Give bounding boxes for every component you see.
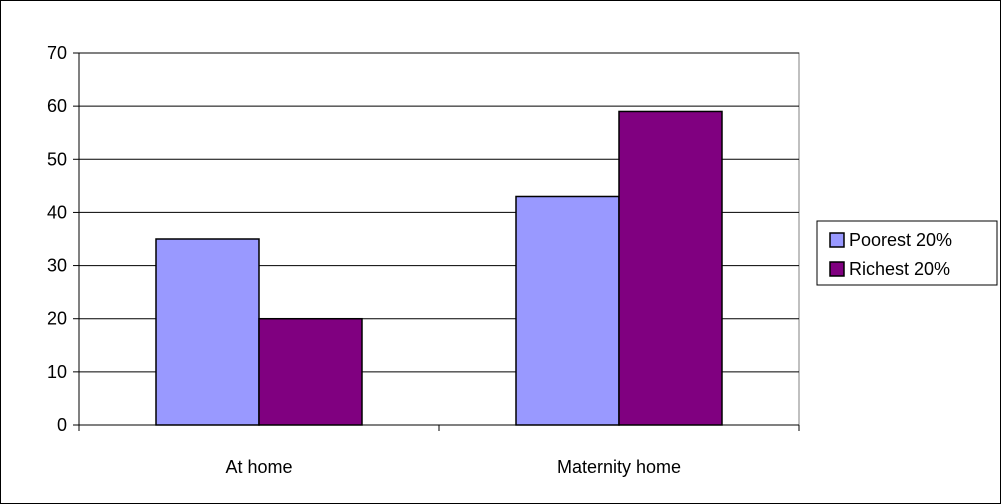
y-tick-label: 70 xyxy=(47,43,67,63)
bar-richest-20-at-home xyxy=(258,317,363,426)
legend-swatch xyxy=(829,232,845,248)
y-tick-label: 10 xyxy=(47,362,67,382)
y-tick-label: 60 xyxy=(47,96,67,116)
bars xyxy=(155,110,723,426)
bar-poorest-20-maternity-home xyxy=(515,195,620,426)
x-axis-ticks: At home Maternity home xyxy=(78,425,800,477)
legend-label: Poorest 20% xyxy=(849,230,952,250)
bar-richest-20-maternity-home xyxy=(618,110,723,426)
x-category-label: Maternity home xyxy=(557,457,681,477)
bar-poorest-20-at-home xyxy=(155,238,260,426)
legend-box xyxy=(816,220,998,286)
legend: Poorest 20% Richest 20% xyxy=(816,220,998,286)
x-category-label: At home xyxy=(225,457,292,477)
y-tick-label: 40 xyxy=(47,202,67,222)
y-tick-label: 20 xyxy=(47,309,67,329)
legend-swatch xyxy=(829,261,845,277)
y-axis-ticks: 0 10 20 30 40 50 60 70 xyxy=(47,43,79,435)
y-tick-label: 30 xyxy=(47,256,67,276)
y-tick-label: 50 xyxy=(47,149,67,169)
y-tick-label: 0 xyxy=(57,415,67,435)
legend-label: Richest 20% xyxy=(849,259,950,279)
